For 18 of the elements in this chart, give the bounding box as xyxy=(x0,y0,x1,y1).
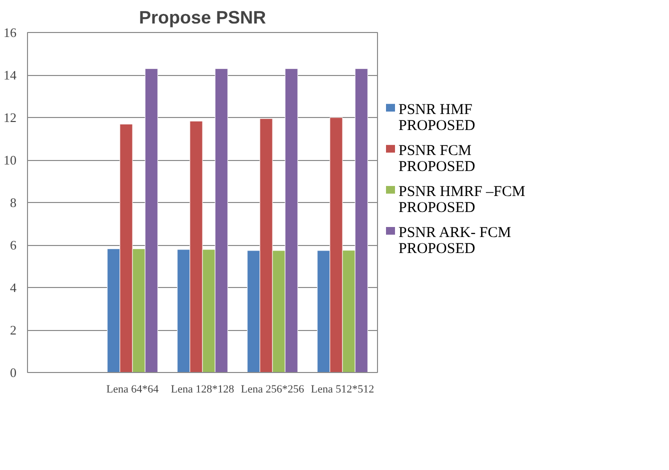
x-tick-label: Lena 64*64 xyxy=(106,384,160,396)
legend-label: PSNR HMF PROPOSED xyxy=(398,102,476,134)
legend-label: PSNR FCM PROPOSED xyxy=(398,142,476,176)
y-tick-label: 8 xyxy=(10,195,16,210)
y-tick-label: 6 xyxy=(10,238,17,252)
x-tick-label: Lena 512*512 xyxy=(310,384,374,396)
y-tick-label: 2 xyxy=(10,322,16,338)
x-tick-label: Lena 256*256 xyxy=(240,384,305,396)
y-tick-label: 12 xyxy=(4,110,16,125)
y-tick-label: 0 xyxy=(10,365,16,380)
y-tick-label: 16 xyxy=(4,25,17,40)
legend-label: PSNR HMRF –FCM PROPOSED xyxy=(398,184,526,216)
chart-title: Propose PSNR xyxy=(138,8,266,28)
x-tick-label: Lena 128*128 xyxy=(170,384,235,396)
y-tick-label: 10 xyxy=(4,152,16,168)
legend-label: PSNR ARK- FCM PROPOSED xyxy=(398,224,512,258)
y-tick-label: 4 xyxy=(10,280,17,295)
y-tick-label: 14 xyxy=(4,68,17,82)
